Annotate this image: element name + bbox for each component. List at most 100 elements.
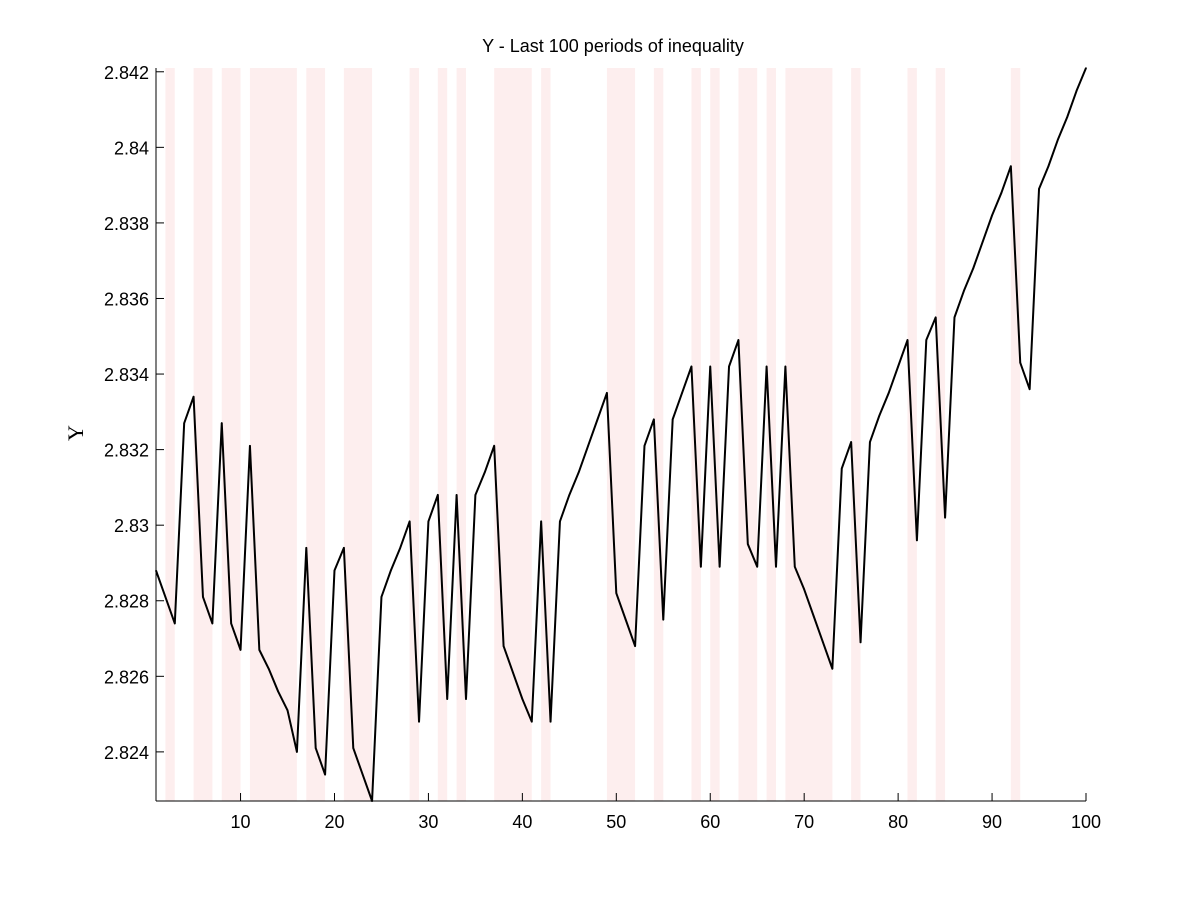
shaded-period-4 — [249, 68, 297, 801]
data-point-27 — [399, 547, 402, 549]
shaded-period-17 — [766, 68, 776, 801]
series-line-layer — [155, 67, 1087, 802]
chart-title: Y - Last 100 periods of inequality — [482, 36, 744, 56]
data-point-43 — [549, 720, 552, 723]
data-point-70 — [803, 588, 805, 591]
data-point-33 — [455, 494, 458, 496]
data-point-60 — [709, 365, 712, 368]
data-point-21 — [343, 547, 345, 549]
data-point-100 — [1085, 67, 1087, 69]
data-point-31 — [437, 494, 439, 496]
data-point-65 — [756, 565, 759, 568]
series-line — [155, 67, 1087, 802]
data-point-75 — [850, 441, 852, 443]
y-tick-label-2.826: 2.826 — [104, 667, 149, 687]
data-point-47 — [587, 445, 589, 447]
data-point-84 — [934, 316, 937, 319]
x-tick-label-20: 20 — [324, 812, 344, 832]
data-point-10 — [239, 649, 242, 651]
shaded-period-15 — [710, 68, 720, 801]
data-point-49 — [606, 392, 608, 394]
shaded-period-3 — [221, 68, 241, 801]
data-point-92 — [1010, 165, 1012, 168]
data-point-18 — [314, 747, 317, 749]
data-point-3 — [173, 622, 176, 625]
data-point-87 — [963, 290, 965, 292]
data-point-91 — [1000, 191, 1003, 194]
y-axis-label: Y — [63, 425, 88, 441]
data-point-13 — [267, 667, 270, 670]
data-point-39 — [512, 671, 514, 674]
data-point-23 — [361, 773, 364, 776]
data-point-58 — [690, 365, 693, 368]
data-point-40 — [521, 698, 524, 700]
data-point-69 — [793, 565, 796, 568]
data-point-37 — [493, 445, 495, 447]
data-point-44 — [559, 520, 561, 523]
data-point-79 — [887, 392, 890, 394]
data-point-64 — [747, 543, 749, 545]
data-point-83 — [925, 339, 928, 341]
data-point-17 — [305, 547, 308, 549]
shaded-period-6 — [343, 68, 373, 801]
data-point-20 — [333, 569, 336, 572]
data-point-96 — [1047, 165, 1050, 168]
data-point-94 — [1028, 388, 1031, 390]
data-point-93 — [1019, 361, 1022, 364]
y-axis-ticks: 2.824 2.826 2.828 2.83 2.832 2.834 2.836 2.838 2… — [104, 63, 164, 763]
y-tick-label-2.836: 2.836 — [104, 289, 149, 309]
data-point-55 — [662, 618, 665, 621]
y-tick-label-2.832: 2.832 — [104, 441, 149, 461]
x-tick-label-50: 50 — [606, 812, 626, 832]
axes — [155, 68, 1086, 802]
data-point-95 — [1038, 188, 1040, 190]
data-point-68 — [784, 365, 787, 368]
x-axis-ticks: 10 20 30 40 50 60 70 80 90 100 — [231, 793, 1101, 832]
data-point-62 — [728, 365, 730, 368]
data-point-8 — [220, 422, 223, 424]
x-tick-label-100: 100 — [1071, 812, 1101, 832]
data-point-98 — [1066, 116, 1069, 118]
data-point-16 — [296, 751, 298, 753]
shaded-period-11 — [541, 68, 551, 801]
shaded-period-12 — [606, 68, 636, 801]
data-point-6 — [202, 596, 204, 598]
x-tick-label-90: 90 — [982, 812, 1002, 832]
shaded-period-2 — [193, 68, 213, 801]
x-tick-label-10: 10 — [231, 812, 251, 832]
data-point-42 — [540, 520, 542, 523]
data-point-88 — [972, 267, 975, 270]
data-point-5 — [192, 395, 195, 398]
data-point-29 — [418, 720, 420, 723]
data-point-77 — [869, 441, 871, 443]
data-point-11 — [249, 445, 251, 447]
data-point-36 — [483, 471, 486, 474]
data-point-32 — [446, 698, 449, 700]
shaded-period-5 — [306, 68, 326, 801]
shaded-period-9 — [456, 68, 466, 801]
data-point-34 — [465, 698, 467, 700]
data-point-15 — [286, 709, 289, 712]
data-point-30 — [427, 520, 430, 523]
data-point-4 — [183, 422, 185, 424]
data-point-54 — [653, 418, 655, 421]
y-tick-label-2.83: 2.83 — [114, 516, 149, 536]
data-point-48 — [596, 418, 599, 421]
x-tick-label-40: 40 — [512, 812, 532, 832]
x-tick-label-80: 80 — [888, 812, 908, 832]
data-point-71 — [812, 615, 815, 617]
data-point-41 — [530, 720, 533, 723]
data-point-61 — [718, 565, 721, 568]
data-point-45 — [568, 494, 571, 496]
data-point-82 — [916, 539, 918, 542]
y-tick-label-2.84: 2.84 — [114, 138, 149, 158]
data-point-53 — [643, 445, 646, 447]
data-point-26 — [390, 569, 392, 572]
data-point-72 — [822, 641, 824, 644]
data-point-14 — [277, 690, 279, 693]
data-point-51 — [624, 618, 627, 621]
data-point-35 — [474, 494, 477, 496]
shaded-period-16 — [738, 68, 758, 801]
data-point-9 — [230, 622, 232, 625]
